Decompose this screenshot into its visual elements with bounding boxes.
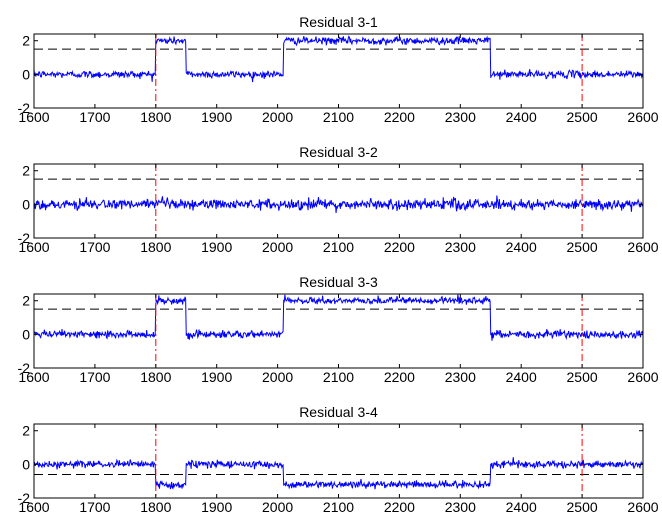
x-tick-label: 2600 [627, 239, 658, 255]
residual-panel-2: Residual 3-2 1600 1700 1800 1900 2000 2100 2200… [18, 144, 659, 255]
x-tick-label: 2200 [384, 499, 415, 515]
x-tick-label: 1600 [18, 239, 49, 255]
y-tick-label: 2 [22, 423, 30, 439]
y-tick-label: -2 [18, 490, 31, 506]
y-tick-label: 0 [22, 196, 30, 212]
residual-panel-4: Residual 3-4 1600 1700 1800 1900 2000 2100 2200… [18, 404, 659, 515]
x-tick-label: 2300 [445, 499, 476, 515]
residual-panel-3: Residual 3-3 1600 1700 1800 1900 2000 2100 2200… [18, 274, 659, 385]
y-tick-label: 2 [22, 163, 30, 179]
x-tick-label: 1800 [140, 499, 171, 515]
x-tick-label: 1900 [201, 369, 232, 385]
x-tick-label: 1600 [18, 109, 49, 125]
x-tick-label: 2400 [506, 239, 537, 255]
x-tick-label: 2500 [567, 499, 598, 515]
x-tick-label: 2100 [323, 499, 354, 515]
x-tick-label: 2400 [506, 499, 537, 515]
axes-frame [33, 293, 644, 369]
x-tick-label: 2000 [262, 239, 293, 255]
x-tick-label: 2200 [384, 239, 415, 255]
residual-signal-line [34, 195, 643, 214]
residual-signal-line [34, 35, 643, 83]
y-tick-label: 2 [22, 293, 30, 309]
x-tick-label: 2400 [506, 369, 537, 385]
x-tick-label: 2300 [445, 369, 476, 385]
x-tick-label: 1900 [201, 239, 232, 255]
x-tick-label: 2500 [567, 239, 598, 255]
x-tick-label: 2500 [567, 369, 598, 385]
x-tick-label: 2000 [262, 499, 293, 515]
x-tick-label: 2200 [384, 109, 415, 125]
y-tick-label: 2 [22, 33, 30, 49]
x-tick-label: 1900 [201, 109, 232, 125]
x-tick-label: 1700 [79, 499, 110, 515]
x-tick-label: 2300 [445, 239, 476, 255]
y-tick-label: 0 [22, 326, 30, 342]
x-tick-label: 2300 [445, 109, 476, 125]
y-tick-label: -2 [18, 100, 31, 116]
x-tick-label: 2100 [323, 369, 354, 385]
panel-title: Residual 3-2 [299, 144, 378, 160]
y-tick-label: 0 [22, 456, 30, 472]
residual-signal-line [34, 294, 643, 341]
y-tick-label: 0 [22, 66, 30, 82]
x-tick-label: 2100 [323, 239, 354, 255]
residual-signal-line [34, 457, 643, 490]
y-tick-label: -2 [18, 360, 31, 376]
panel-title: Residual 3-1 [299, 14, 378, 30]
x-tick-label: 1700 [79, 369, 110, 385]
x-tick-label: 1600 [18, 369, 49, 385]
x-tick-label: 2000 [262, 109, 293, 125]
x-tick-label: 1700 [79, 109, 110, 125]
x-tick-label: 2600 [627, 109, 658, 125]
x-tick-label: 2600 [627, 499, 658, 515]
x-tick-label: 1900 [201, 499, 232, 515]
x-tick-label: 1600 [18, 499, 49, 515]
x-tick-label: 2400 [506, 109, 537, 125]
y-tick-label: -2 [18, 230, 31, 246]
x-tick-label: 2000 [262, 369, 293, 385]
x-tick-label: 2200 [384, 369, 415, 385]
x-tick-label: 2500 [567, 109, 598, 125]
x-tick-label: 1700 [79, 239, 110, 255]
axes-frame [33, 423, 644, 499]
x-tick-label: 1800 [140, 109, 171, 125]
residual-panel-1: Residual 3-1 1600 1700 1800 1900 2000 2100 2200… [18, 14, 659, 125]
x-tick-label: 2600 [627, 369, 658, 385]
panel-title: Residual 3-4 [299, 404, 378, 420]
x-tick-label: 2100 [323, 109, 354, 125]
x-tick-label: 1800 [140, 369, 171, 385]
panel-title: Residual 3-3 [299, 274, 378, 290]
x-tick-label: 1800 [140, 239, 171, 255]
